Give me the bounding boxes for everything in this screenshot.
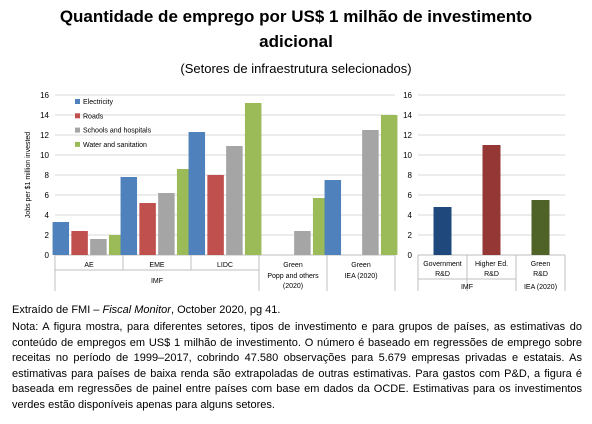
chart-title-line-1: Quantidade de emprego por US$ 1 milhão d… <box>59 7 533 26</box>
x-category-label: R&D <box>533 271 548 278</box>
bar <box>226 146 243 255</box>
y-tick-label: 14 <box>403 111 412 120</box>
right-chart-panel: 0 2 4 6 8 10 12 14 16 Government R&D Higher Ed. R&D G… <box>403 91 566 291</box>
x-category-label: Green <box>351 262 371 269</box>
source-line: Extraído de FMI – Fiscal Monitor, Octobe… <box>12 304 582 316</box>
source-prefix: Extraído de FMI – <box>12 304 103 316</box>
y-tick-label: 12 <box>40 131 49 140</box>
y-tick-label: 2 <box>45 231 50 240</box>
y-tick-label: 8 <box>45 171 50 180</box>
legend-swatch <box>75 141 80 147</box>
y-tick-label: 12 <box>403 131 412 140</box>
y-tick-label: 2 <box>408 231 413 240</box>
bar <box>120 177 138 255</box>
bar <box>207 175 224 255</box>
legend-swatch <box>75 127 80 133</box>
left-chart-panel: 0 2 4 6 8 10 12 14 16 Jobs per $1 million investe… <box>25 91 398 291</box>
legend-label: Electricity <box>83 99 113 106</box>
y-axis-title: Jobs per $1 million invested <box>25 132 32 218</box>
x-category-label: Government <box>423 261 462 268</box>
chart-area: 0 2 4 6 8 10 12 14 16 Jobs per $1 million investe… <box>25 91 566 291</box>
y-tick-label: 0 <box>408 251 413 260</box>
y-tick-label: 16 <box>403 91 412 100</box>
legend-swatch <box>75 113 80 119</box>
bar <box>139 203 156 255</box>
bar <box>433 207 452 255</box>
bar <box>90 239 107 255</box>
x-category-label: AE <box>84 262 94 269</box>
y-tick-label: 14 <box>40 111 49 120</box>
chart-title-line-2: adicional <box>259 32 333 51</box>
x-category-label: Higher Ed. <box>475 261 508 268</box>
y-tick-label: 6 <box>408 191 413 200</box>
legend-label: Water and sanitation <box>83 142 147 149</box>
x-group-label: (2020) <box>283 283 303 290</box>
y-tick-label: 10 <box>40 151 49 160</box>
bar <box>71 231 88 255</box>
bar <box>158 193 175 255</box>
legend-label: Roads <box>83 113 104 120</box>
x-category-label: LIDC <box>217 262 233 269</box>
source-publication: Fiscal Monitor <box>102 304 171 316</box>
bar <box>531 200 550 255</box>
x-category-label: R&D <box>484 271 499 278</box>
bar <box>482 145 501 255</box>
legend-swatch <box>75 99 80 104</box>
bar <box>52 222 70 255</box>
bar <box>294 231 311 255</box>
x-category-label: R&D <box>435 271 450 278</box>
bar <box>362 130 379 255</box>
x-category-label: Green <box>283 262 303 269</box>
y-tick-label: 4 <box>45 211 50 220</box>
y-tick-label: 4 <box>408 211 413 220</box>
x-category-label: EME <box>149 262 165 269</box>
x-group-label: IMF <box>461 284 473 291</box>
y-tick-label: 8 <box>408 171 413 180</box>
bar <box>380 115 398 255</box>
bar <box>188 132 206 255</box>
legend-label: Schools and hospitals <box>83 128 152 135</box>
x-group-label: IEA (2020) <box>344 273 377 280</box>
x-group-label: Popp and others <box>267 273 319 280</box>
bar <box>244 103 262 255</box>
chart-subtitle: (Setores de infraestrutura selecionados) <box>180 61 412 76</box>
y-tick-label: 10 <box>403 151 412 160</box>
note-text: Nota: A figura mostra, para diferentes s… <box>12 321 582 411</box>
bar <box>324 180 342 255</box>
y-tick-label: 6 <box>45 191 50 200</box>
x-group-label: IMF <box>151 278 163 285</box>
x-group-label: IEA (2020) <box>524 284 557 291</box>
x-category-label: Green <box>531 261 551 268</box>
source-suffix: , October 2020, pg 41. <box>170 304 281 316</box>
y-tick-label: 16 <box>40 91 49 100</box>
y-tick-label: 0 <box>45 251 50 260</box>
